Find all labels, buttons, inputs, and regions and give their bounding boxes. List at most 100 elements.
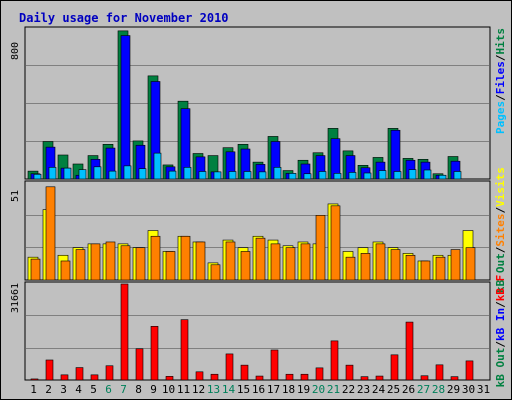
sites-bar — [90, 243, 101, 281]
pages-bar — [378, 170, 387, 180]
sites-bar — [435, 256, 446, 281]
pages-bar — [318, 171, 327, 180]
y-max-label-traffic: 31661 — [10, 283, 21, 313]
graph-marks — [27, 30, 476, 381]
sites-bar — [225, 241, 236, 281]
y-max-label-visits: 51 — [10, 190, 21, 202]
pages-bar — [333, 173, 342, 180]
y-max-label-usage: 800 — [10, 42, 21, 60]
sites-bar — [210, 264, 221, 281]
sites-bar — [195, 241, 206, 281]
x-tick-label: 7 — [120, 383, 127, 396]
kbf-bar — [270, 349, 279, 381]
pages-bar — [348, 172, 357, 180]
pages-bar — [288, 173, 297, 180]
kbf-bar — [225, 353, 234, 381]
files-bar — [330, 138, 341, 180]
x-tick-label: 20 — [312, 383, 325, 396]
x-tick-label: 2 — [45, 383, 52, 396]
x-tick-label: 22 — [342, 383, 355, 396]
x-tick-label: 26 — [402, 383, 415, 396]
pages-bar — [273, 167, 282, 180]
pages-bar — [423, 169, 432, 180]
legend-entry: Hits — [494, 28, 507, 55]
x-tick-label: 19 — [297, 383, 310, 396]
x-tick-label: 14 — [222, 383, 236, 396]
kbf-bar — [195, 371, 204, 381]
sites-bar — [405, 254, 416, 281]
pages-bar — [363, 172, 372, 180]
kbf-bar — [90, 374, 99, 381]
pages-bar — [228, 171, 237, 180]
pages-bar — [408, 169, 417, 180]
pages-bar — [138, 168, 147, 180]
files-bar — [120, 35, 131, 180]
legend-entry: kB Out — [494, 348, 507, 388]
pages-bar — [453, 171, 462, 180]
legend-entry: kB Out — [494, 253, 507, 293]
x-tick-label: 13 — [207, 383, 220, 396]
x-tick-label: 5 — [90, 383, 97, 396]
pages-bar — [123, 165, 132, 180]
x-tick-label: 21 — [327, 383, 340, 396]
sites-bar — [45, 186, 56, 281]
pages-bar — [198, 171, 207, 180]
x-tick-label: 16 — [252, 383, 265, 396]
kbf-bar — [255, 375, 264, 381]
x-tick-label: 6 — [105, 383, 112, 396]
pages-bar — [108, 170, 117, 180]
pages-bar — [213, 171, 222, 180]
x-tick-label: 4 — [75, 383, 82, 396]
kbf-bar — [210, 373, 219, 381]
kbf-bar — [405, 321, 414, 381]
sites-bar — [120, 245, 131, 281]
sites-bar — [75, 249, 86, 281]
x-tick-label: 15 — [237, 383, 250, 396]
kbf-bar — [180, 319, 189, 381]
pages-bar — [393, 171, 402, 180]
kbf-bar — [345, 364, 354, 381]
sites-bar — [345, 256, 356, 281]
pages-bar — [63, 167, 72, 180]
kbf-bar — [165, 376, 174, 381]
sites-bar — [135, 247, 146, 281]
graph-frames — [24, 26, 491, 381]
sites-bar — [270, 243, 281, 281]
pages-bar — [78, 169, 87, 180]
kbf-bar — [45, 359, 54, 381]
sites-bar — [390, 249, 401, 281]
x-tick-label: 28 — [432, 383, 445, 396]
chart-title: Daily usage for November 2010 — [19, 11, 229, 25]
sites-bar — [165, 251, 176, 281]
legend-entry: kB In — [494, 308, 507, 341]
pages-bar — [258, 171, 267, 180]
pages-bar — [303, 173, 312, 180]
pages-bar — [183, 167, 192, 180]
kbf-bar — [330, 340, 339, 381]
kbf-bar — [375, 375, 384, 381]
x-tick-label: 25 — [387, 383, 400, 396]
kbf-bar — [105, 365, 114, 381]
legend-entry: Files — [494, 61, 507, 94]
sites-bar — [30, 258, 41, 281]
right-axis-label: kB Out/kB In/kB F — [494, 275, 507, 388]
kbf-bar — [435, 364, 444, 381]
pages-bar — [93, 166, 102, 180]
sites-bar — [240, 251, 251, 281]
right-axis-label: Pages/Files/Hits — [494, 28, 507, 134]
sites-bar — [285, 247, 296, 281]
x-tick-label: 8 — [135, 383, 142, 396]
kbf-bar — [120, 283, 129, 381]
x-tick-label: 3 — [60, 383, 67, 396]
pages-bar — [33, 174, 42, 180]
sites-bar — [180, 235, 191, 281]
legend-entry: Sites — [494, 213, 507, 246]
sites-bar — [420, 260, 431, 281]
graph-labels: Daily usage for November 2010 800 51 316… — [10, 11, 507, 396]
x-tick-label: 27 — [417, 383, 430, 396]
sites-bar — [360, 253, 371, 281]
sites-bar — [315, 215, 326, 281]
legend-entry: Visits — [494, 167, 507, 207]
